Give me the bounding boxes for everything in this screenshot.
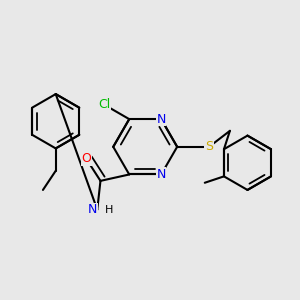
Text: Cl: Cl — [98, 98, 110, 111]
Text: O: O — [81, 152, 91, 165]
Text: N: N — [157, 112, 166, 126]
Text: S: S — [205, 140, 213, 153]
Text: H: H — [105, 205, 114, 214]
Text: N: N — [157, 168, 166, 181]
Text: N: N — [88, 203, 97, 216]
